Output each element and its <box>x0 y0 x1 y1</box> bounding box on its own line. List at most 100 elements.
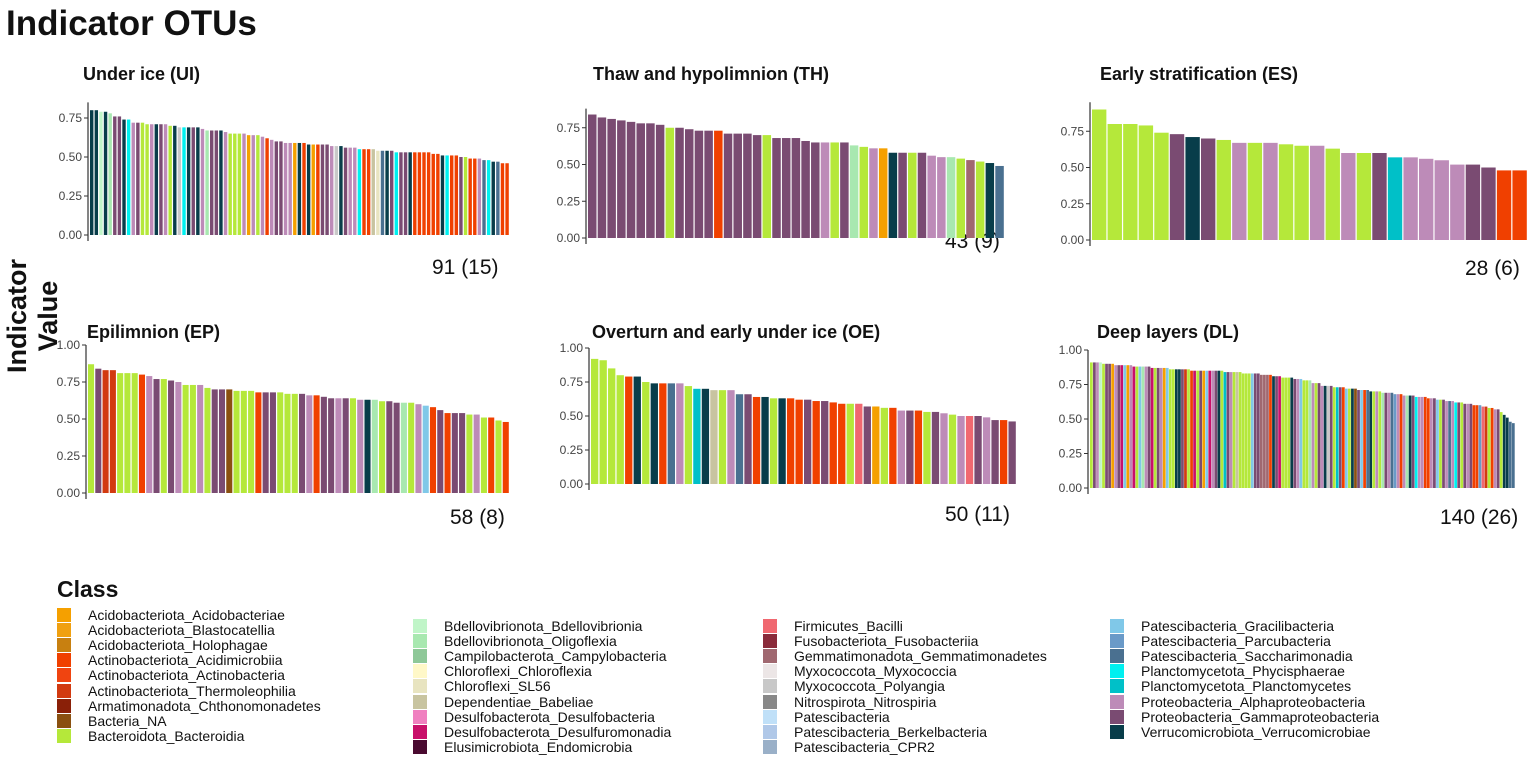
bar <box>923 411 931 484</box>
legend-item: Patescibacteria_Parcubacteria <box>1110 633 1379 649</box>
bar <box>704 130 713 238</box>
bar <box>1238 372 1242 488</box>
bar <box>117 116 122 235</box>
bar <box>1430 398 1433 488</box>
bar <box>1266 374 1269 488</box>
count-label-ep: 58 (8) <box>450 506 505 529</box>
bar <box>466 414 473 493</box>
legend-label: Fusobacteriota_Fusobacteriia <box>794 632 979 649</box>
bar <box>248 390 255 493</box>
legend-label: Nitrospirota_Nitrospiria <box>794 693 937 710</box>
panel-title-dl: Deep layers (DL) <box>1097 322 1240 342</box>
bar <box>211 389 218 493</box>
y-tick-label: 0.00 <box>57 486 81 500</box>
bar <box>804 399 812 484</box>
legend-swatch <box>1110 648 1124 663</box>
bar <box>1484 406 1488 488</box>
bar <box>1363 390 1366 488</box>
bar <box>1423 396 1427 488</box>
bar <box>320 396 327 493</box>
bar <box>260 136 265 235</box>
bar <box>744 394 752 484</box>
bar <box>218 389 226 493</box>
bar <box>189 384 196 493</box>
bar <box>642 382 650 484</box>
bar <box>393 402 400 493</box>
bar <box>1393 394 1397 488</box>
bar <box>1093 362 1096 488</box>
legend-swatch <box>413 679 427 694</box>
bar <box>210 130 214 235</box>
bar <box>417 152 422 235</box>
legend-item: Patescibacteria_CPR2 <box>763 739 1047 756</box>
bar <box>1448 401 1451 488</box>
bar <box>283 142 288 235</box>
bar <box>1226 372 1230 488</box>
legend-swatch <box>1110 664 1124 679</box>
bar <box>1092 109 1107 240</box>
legend-swatch <box>413 694 427 709</box>
bar <box>684 129 694 238</box>
bar <box>1381 392 1385 488</box>
legend-swatch <box>413 648 427 663</box>
bar <box>1508 421 1512 488</box>
bar <box>1235 372 1239 488</box>
legend-column: Acidobacteriota_Acidobacteriae Acidobacte… <box>57 607 321 744</box>
legend-swatch <box>413 724 427 739</box>
bar <box>1138 125 1154 240</box>
legend-item: Desulfobacterota_Desulfobacteria <box>413 709 671 725</box>
bar <box>274 141 279 235</box>
legend-swatch <box>57 622 71 637</box>
bar <box>769 398 778 484</box>
bar <box>646 123 655 238</box>
bar <box>334 146 339 235</box>
bar <box>262 392 269 493</box>
bar <box>1323 385 1327 488</box>
legend-item: Dependentiae_Babeliae <box>413 694 671 710</box>
bar <box>293 142 297 235</box>
bar <box>999 420 1008 484</box>
bar <box>1463 403 1467 488</box>
bar <box>906 410 914 484</box>
bar <box>408 402 415 493</box>
bar <box>219 130 223 235</box>
bar <box>1185 137 1200 240</box>
bar <box>1287 377 1291 488</box>
bar <box>502 421 509 493</box>
legend-label: Bdellovibrionota_Bdellovibrionia <box>444 617 643 634</box>
bar <box>791 138 801 238</box>
legend-swatch <box>413 709 427 724</box>
bar <box>1184 369 1187 488</box>
legend-item: Chloroflexi_SL56 <box>413 678 671 694</box>
bar <box>191 127 195 235</box>
bar <box>444 413 451 493</box>
bar <box>626 121 636 238</box>
bar <box>500 163 505 235</box>
bar <box>931 411 940 484</box>
legend-label: Proteobacteria_Alphaproteobacteria <box>1141 693 1366 710</box>
legend-column: Patescibacteria_Gracilibacteria Patesciba… <box>1110 618 1379 740</box>
bar <box>946 157 956 238</box>
y-tick-label: 0.25 <box>1059 447 1083 461</box>
y-tick-label: 0.50 <box>557 158 581 172</box>
bar <box>364 399 371 493</box>
bar <box>1141 366 1145 488</box>
legend-label: Myxococcota_Myxococcia <box>794 663 957 680</box>
bar <box>1193 370 1196 488</box>
bar <box>196 127 200 235</box>
bar <box>160 379 167 493</box>
bar <box>1281 377 1284 488</box>
bar <box>150 124 154 235</box>
panel-title-es: Early stratification (ES) <box>1100 64 1299 84</box>
legend-label: Patescibacteria_CPR2 <box>794 739 935 756</box>
bar <box>306 144 311 235</box>
bar <box>1465 164 1481 240</box>
bar <box>1390 392 1394 488</box>
legend-swatch <box>413 740 427 755</box>
legend-item: Proteobacteria_Gammaproteobacteria <box>1110 709 1379 725</box>
bar <box>403 152 408 235</box>
legend-item: Bdellovibrionota_Oligoflexia <box>413 633 671 649</box>
legend-item: Nitrospirota_Nitrospiria <box>763 693 1047 710</box>
bar <box>153 379 160 493</box>
bar <box>1171 369 1175 488</box>
